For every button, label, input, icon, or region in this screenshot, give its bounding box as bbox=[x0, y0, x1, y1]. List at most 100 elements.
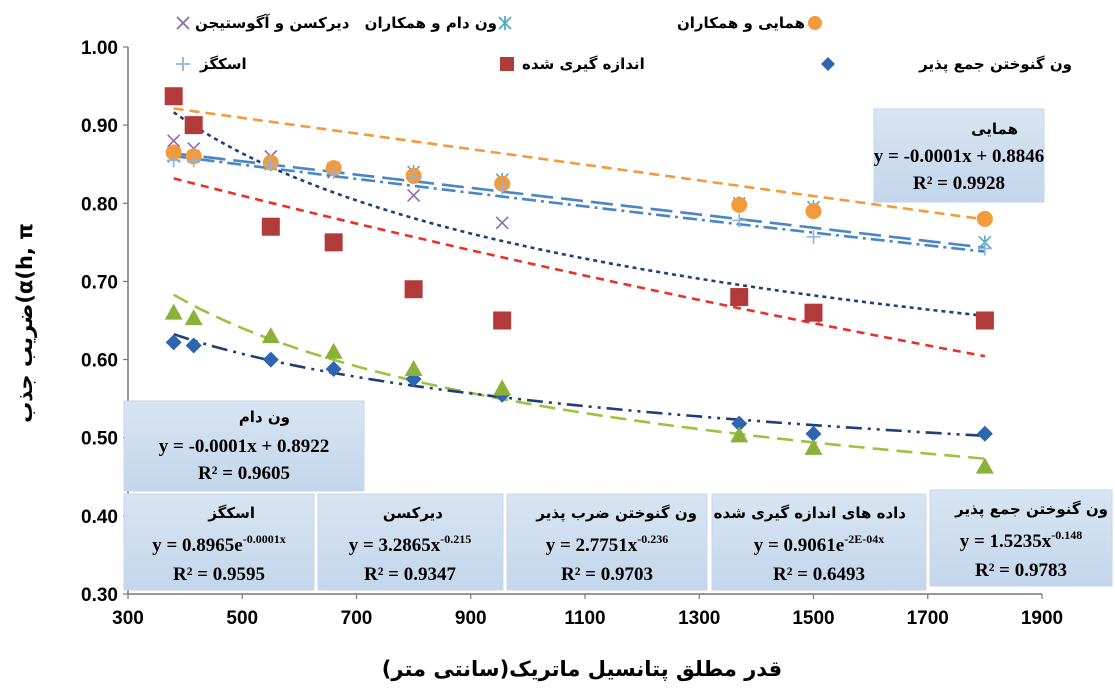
legend-label-dirksen: دیرکسن و آگوستیجن bbox=[195, 14, 350, 32]
r-squared-text: R² = 0.9783 bbox=[975, 560, 1067, 581]
equation-box-title: ون دام bbox=[239, 408, 290, 426]
equation-box-title: همایی bbox=[971, 120, 1018, 138]
data-point-x bbox=[495, 216, 509, 230]
equation-box-skaggs: اسکگز y = 0.8965e-0.0001x R² = 0.9595 bbox=[123, 493, 315, 591]
r-squared-text: R² = 0.9605 bbox=[198, 463, 290, 484]
equation-text: y = 3.2865x-0.215 bbox=[349, 532, 472, 556]
r-squared-text: R² = 0.9347 bbox=[364, 564, 456, 585]
data-point-circle bbox=[165, 144, 182, 161]
data-point-circle bbox=[976, 210, 993, 227]
y-axis-title: ضریب جذب(α(h, π bbox=[13, 223, 37, 423]
equation-text: y = 0.8965e-0.0001x bbox=[152, 532, 286, 556]
y-tick-label: 0.50 bbox=[81, 429, 118, 450]
data-point-diamond bbox=[185, 337, 202, 354]
y-tick-label: 0.70 bbox=[81, 272, 118, 293]
legend-marker-diamond bbox=[821, 57, 835, 71]
data-point-triangle bbox=[404, 359, 423, 376]
data-point-triangle bbox=[804, 438, 823, 455]
data-point-diamond bbox=[325, 360, 342, 377]
trendline-5 bbox=[173, 177, 986, 358]
x-tick-label: 1700 bbox=[907, 608, 949, 629]
y-tick-label: 1.00 bbox=[81, 38, 118, 59]
trendlines bbox=[172, 107, 986, 460]
data-point-triangle bbox=[184, 309, 203, 326]
data-point-square bbox=[730, 288, 749, 307]
equation-box-homaee: همایی y = -0.0001x + 0.8846 R² = 0.9928 bbox=[873, 108, 1045, 203]
legend-label-van-genuchten-additive: ون گنوختن جمع پذیر bbox=[918, 55, 1072, 74]
equation-box-van-dam: ون دام y = -0.0001x + 0.8922 R² = 0.9605 bbox=[123, 400, 365, 492]
x-tick-label: 500 bbox=[226, 608, 258, 629]
data-point-plus bbox=[186, 153, 201, 168]
data-point-square bbox=[493, 311, 512, 330]
x-tick-label: 1100 bbox=[564, 608, 605, 629]
data-point-triangle bbox=[261, 327, 280, 344]
legend: دیرکسن و آگوستیجن ون دام و همکاران همایی… bbox=[176, 14, 1072, 74]
data-point-square bbox=[324, 233, 343, 252]
data-point-circle bbox=[805, 203, 822, 220]
legend-entry-skaggs: اسکگز bbox=[176, 55, 247, 73]
data-point-square bbox=[184, 116, 203, 135]
trendline-4 bbox=[173, 293, 986, 460]
equation-box-title: اسکگز bbox=[207, 504, 255, 522]
data-point-plus bbox=[406, 168, 421, 183]
equation-text: y = 2.7751x-0.236 bbox=[546, 532, 669, 556]
data-point-square bbox=[975, 311, 994, 330]
legend-entry-measured: اندازه گیری شده bbox=[500, 55, 645, 73]
x-tick-label: 900 bbox=[455, 608, 487, 629]
data-point-triangle bbox=[975, 457, 994, 474]
legend-marker-x bbox=[176, 16, 190, 30]
data-point-triangle bbox=[324, 342, 343, 359]
equation-text: y = 0.9061e-2E-04x bbox=[754, 532, 885, 556]
equation-box-van-genuchten-additive: ون گنوختن جمع پذیر y = 1.5235x-0.148 R² … bbox=[929, 489, 1113, 587]
trendline-3 bbox=[172, 111, 986, 318]
equation-box-title: ون گنوختن ضرب پذیر bbox=[535, 504, 697, 523]
equation-box-measured: داده های اندازه گیری شده y = 0.9061e-2E-… bbox=[711, 493, 927, 591]
x-tick-label: 1500 bbox=[792, 608, 834, 629]
data-point-diamond bbox=[731, 415, 748, 432]
y-tick-label: 0.40 bbox=[81, 507, 118, 528]
r-squared-text: R² = 0.9595 bbox=[173, 564, 265, 585]
legend-label-homaee: همایی و همکاران bbox=[677, 14, 805, 32]
legend-entry-homaee: همایی و همکاران bbox=[677, 14, 822, 32]
legend-entry-dirksen: دیرکسن و آگوستیجن bbox=[176, 14, 350, 32]
y-tick-label: 0.30 bbox=[81, 585, 118, 606]
data-point-x bbox=[167, 134, 181, 148]
data-point-x bbox=[407, 188, 421, 203]
legend-marker-circle bbox=[808, 16, 822, 30]
data-point-plus bbox=[977, 241, 992, 256]
x-tick-label: 1300 bbox=[678, 608, 720, 629]
data-point-diamond bbox=[165, 334, 182, 351]
legend-label-measured: اندازه گیری شده bbox=[522, 55, 645, 73]
equation-text: y = -0.0001x + 0.8922 bbox=[159, 436, 329, 457]
equation-box-title: ون گنوختن جمع پذیر bbox=[954, 500, 1108, 519]
x-tick-labels: 300 500 700 900 1100 1300 1500 1700 1900 bbox=[112, 594, 1063, 629]
data-point-triangle bbox=[164, 303, 183, 320]
r-squared-text: R² = 0.6493 bbox=[773, 564, 865, 585]
data-point-plus bbox=[732, 213, 747, 228]
y-tick-labels: 0.30 0.40 0.50 0.60 0.70 0.80 0.90 1.00 bbox=[81, 38, 128, 606]
y-tick-label: 0.90 bbox=[81, 116, 118, 137]
trendline-0 bbox=[173, 107, 986, 221]
y-tick-label: 0.80 bbox=[81, 194, 118, 215]
trendline-1 bbox=[173, 152, 986, 249]
legend-entry-van-dam: ون دام و همکاران bbox=[365, 14, 512, 32]
data-point-plus bbox=[263, 157, 278, 172]
legend-label-skaggs: اسکگز bbox=[199, 55, 247, 73]
equation-box-dirksen: دیرکسن y = 3.2865x-0.215 R² = 0.9347 bbox=[317, 493, 504, 591]
data-point-diamond bbox=[805, 425, 822, 442]
data-point-diamond bbox=[976, 425, 993, 442]
data-point-square bbox=[261, 217, 280, 236]
equation-box-title: داده های اندازه گیری شده bbox=[714, 504, 907, 522]
data-point-plus bbox=[495, 180, 510, 195]
data-point-square bbox=[404, 280, 423, 299]
legend-marker-asterisk bbox=[498, 16, 512, 30]
equation-box-title: دیرکسن bbox=[383, 504, 443, 522]
trendline-6 bbox=[173, 332, 985, 438]
data-point-square bbox=[164, 87, 183, 106]
r-squared-text: R² = 0.9928 bbox=[913, 173, 1005, 194]
legend-marker-square bbox=[500, 57, 514, 71]
equation-text: y = 1.5235x-0.148 bbox=[960, 528, 1083, 552]
legend-marker-plus bbox=[176, 57, 190, 71]
x-tick-label: 700 bbox=[341, 608, 373, 629]
